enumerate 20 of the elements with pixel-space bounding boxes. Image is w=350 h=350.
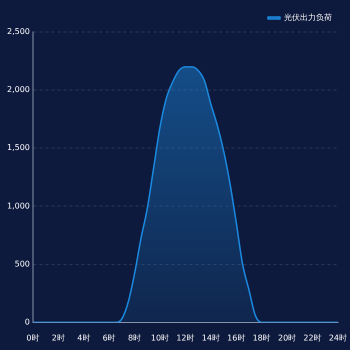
x-tick-label: 22时 — [303, 333, 322, 342]
y-tick-label: 2,500 — [6, 27, 30, 36]
x-tick-label: 4时 — [77, 333, 90, 342]
y-tick-label: 2,000 — [6, 85, 30, 94]
legend-label: 光伏出力负荷 — [284, 13, 332, 22]
y-tick-label: 500 — [14, 259, 30, 268]
y-tick-label: 1,000 — [6, 201, 30, 210]
x-tick-label: 8时 — [128, 333, 142, 342]
x-tick-label: 18时 — [252, 333, 271, 342]
x-tick-label: 10时 — [150, 333, 170, 342]
x-tick-label: 20时 — [278, 333, 296, 342]
x-tick-label: 0时 — [26, 333, 40, 342]
x-tick-label: 6时 — [102, 333, 116, 342]
x-tick-label: 16时 — [227, 333, 246, 342]
x-tick-label: 2时 — [52, 333, 65, 342]
x-tick-label: 14时 — [202, 333, 220, 342]
y-tick-label: 1,500 — [6, 143, 30, 152]
x-tick-label: 12时 — [176, 333, 194, 342]
x-tick-label: 24时 — [328, 333, 348, 342]
y-tick-label: 0 — [24, 317, 30, 326]
